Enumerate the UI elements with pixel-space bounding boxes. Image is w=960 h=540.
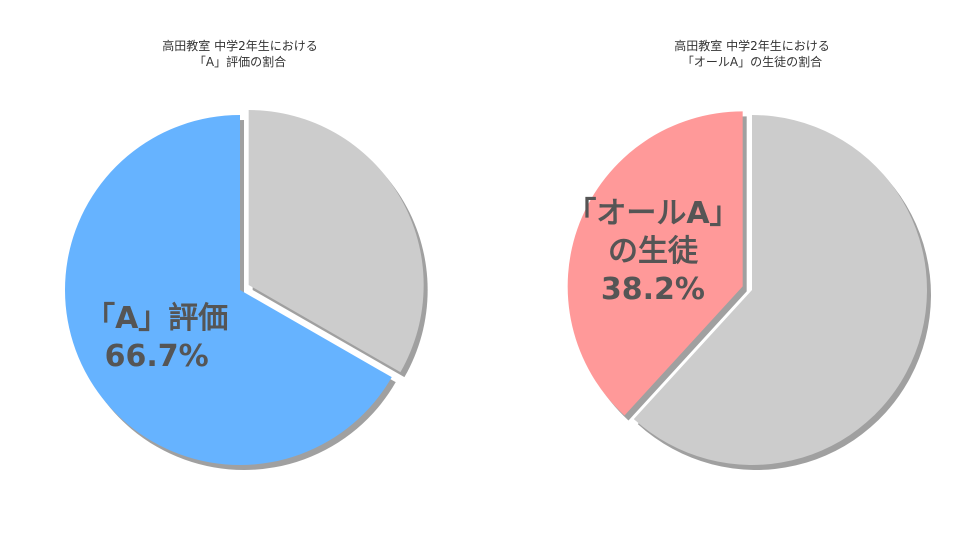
chart-title: 高田教室 中学2年生における 「オールA」の生徒の割合 <box>674 39 830 69</box>
slice <box>633 115 928 465</box>
slice <box>64 115 392 465</box>
value-label: 38.2% <box>600 271 705 307</box>
chart-title: 高田教室 中学2年生における 「A」評価の割合 <box>162 39 318 69</box>
value-label: 66.7% <box>104 339 209 375</box>
slice-label: 「A」評価 <box>85 301 229 337</box>
slice <box>248 109 424 373</box>
slice <box>567 111 743 416</box>
slice-label: 「オールA」 の生徒 <box>566 195 740 269</box>
